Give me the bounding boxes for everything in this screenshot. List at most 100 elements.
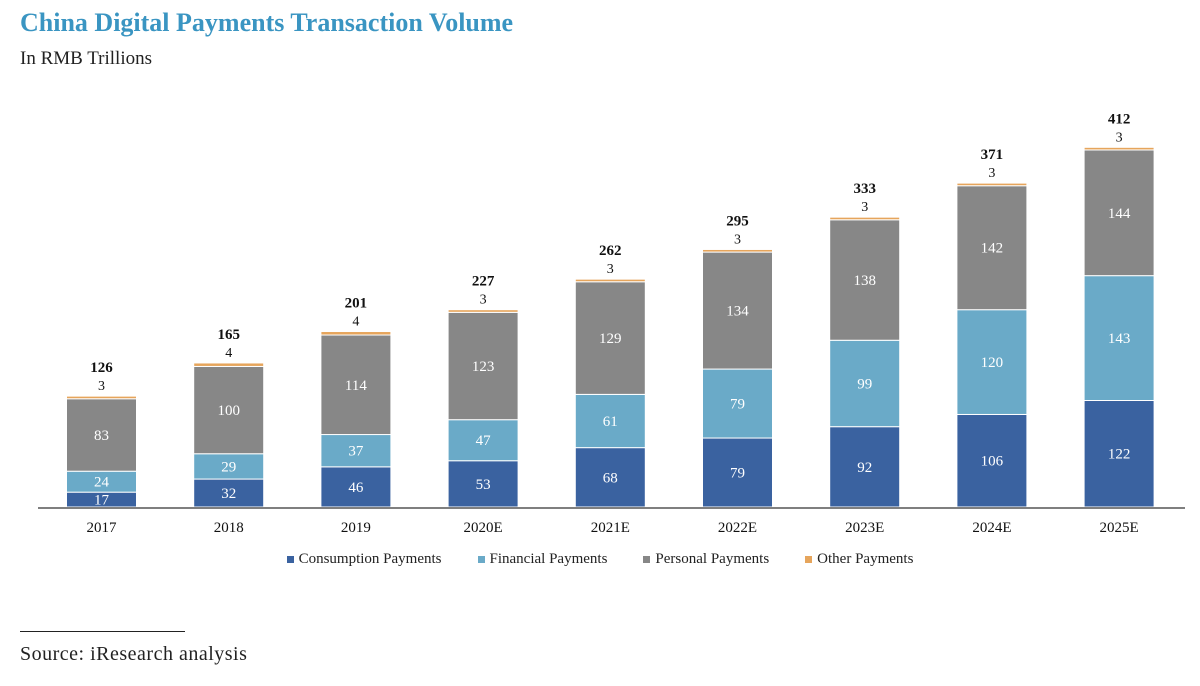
legend-item-other-payments: Other Payments: [805, 551, 913, 568]
data-label-financial-payments-2022E: 79: [730, 397, 745, 413]
data-label-consumption-payments-2024E: 106: [981, 454, 1004, 470]
data-label-other-payments-2024E: 3: [988, 166, 995, 181]
bar-financial-payments-2023E: [829, 339, 901, 428]
legend-item-consumption-payments: Consumption Payments: [286, 551, 442, 568]
total-label-2023E: 333: [853, 181, 876, 197]
chart-title: China Digital Payments Transaction Volum…: [20, 8, 514, 37]
legend-swatch-consumption-payments: [286, 556, 294, 563]
data-label-financial-payments-2018: 29: [221, 459, 236, 475]
total-label-2021E: 262: [599, 243, 622, 259]
bar-personal-payments-2023E: [829, 219, 901, 341]
bar-personal-payments-2022E: [702, 251, 773, 370]
legend-swatch-financial-payments: [477, 556, 485, 563]
bar-other-payments-2019: [320, 331, 392, 336]
data-label-financial-payments-2020E: 47: [476, 433, 492, 449]
bar-financial-payments-2024E: [956, 309, 1028, 415]
x-axis-ticks: 2017 2018 2019 2020E 2021E 2022E 2023E 2024E 202…: [87, 520, 1139, 536]
data-label-other-payments-2022E: 3: [734, 232, 741, 247]
bar-personal-payments-2017: [66, 398, 137, 472]
legend-item-financial-payments: Financial Payments: [477, 551, 608, 568]
data-label-other-payments-2023E: 3: [861, 200, 868, 215]
bar-personal-payments-2019: [320, 334, 392, 436]
data-label-personal-payments-2025E: 144: [1108, 206, 1131, 222]
data-label-other-payments-2021E: 3: [607, 262, 614, 277]
bar-other-payments-2024E: [956, 182, 1028, 187]
source-divider: [20, 631, 185, 632]
chart-subtitle: In RMB Trillions: [20, 48, 152, 69]
bar-consumption-payments-2021E: [574, 447, 646, 508]
data-label-consumption-payments-2019: 46: [348, 480, 364, 496]
legend-label-personal-payments: Personal Payments: [655, 551, 770, 567]
data-label-other-payments-2018: 4: [225, 346, 232, 361]
x-tick-label-2017: 2017: [87, 520, 118, 536]
bar-financial-payments-2020E: [447, 419, 519, 462]
bar-financial-payments-2025E: [1083, 275, 1155, 401]
data-label-financial-payments-2021E: 61: [603, 414, 618, 430]
x-tick-label-2023E: 2023E: [845, 520, 884, 536]
bar-consumption-payments-2022E: [702, 437, 773, 508]
bar-consumption-payments-2019: [320, 466, 392, 508]
bar-consumption-payments-2023E: [829, 426, 901, 508]
total-label-2022E: 295: [726, 213, 749, 229]
bar-personal-payments-2024E: [956, 185, 1028, 311]
legend-item-personal-payments: Personal Payments: [643, 551, 769, 568]
bar-other-payments-2022E: [702, 248, 773, 253]
legend-swatch-personal-payments: [643, 556, 651, 563]
bars-group: 1724833126322910041654637114420153471233…: [66, 111, 1155, 509]
bar-consumption-payments-2018: [193, 478, 265, 508]
data-label-financial-payments-2017: 24: [94, 475, 110, 491]
bar-other-payments-2017: [66, 395, 137, 400]
data-label-consumption-payments-2020E: 53: [476, 477, 491, 493]
data-label-financial-payments-2025E: 143: [1108, 331, 1131, 347]
x-tick-label-2019: 2019: [341, 520, 371, 536]
data-label-personal-payments-2019: 114: [345, 378, 367, 394]
data-label-consumption-payments-2022E: 79: [730, 466, 745, 482]
bar-financial-payments-2021E: [574, 393, 646, 449]
data-label-financial-payments-2019: 37: [348, 444, 364, 460]
bar-personal-payments-2025E: [1083, 149, 1155, 277]
data-label-other-payments-2025E: 3: [1116, 130, 1123, 145]
x-tick-label-2018: 2018: [214, 520, 244, 536]
data-label-consumption-payments-2023E: 92: [857, 460, 872, 476]
data-label-consumption-payments-2021E: 68: [603, 470, 618, 486]
bar-financial-payments-2019: [320, 434, 392, 468]
bar-financial-payments-2022E: [702, 368, 773, 439]
x-tick-label-2021E: 2021E: [591, 520, 630, 536]
x-tick-label-2024E: 2024E: [972, 520, 1011, 536]
legend: Consumption Payments Financial Payments Pe…: [0, 551, 1200, 568]
stacked-bar-chart: 1724833126322910041654637114420153471233…: [38, 111, 1185, 536]
bar-personal-payments-2021E: [574, 281, 646, 395]
bar-other-payments-2020E: [447, 309, 519, 313]
legend-label-other-payments: Other Payments: [817, 551, 914, 567]
source-note: Source: iResearch analysis: [20, 643, 248, 665]
x-tick-label-2025E: 2025E: [1100, 520, 1139, 536]
data-label-personal-payments-2023E: 138: [853, 273, 876, 289]
data-label-personal-payments-2022E: 134: [726, 304, 749, 320]
legend-swatch-other-payments: [805, 556, 813, 563]
data-label-other-payments-2017: 3: [98, 379, 105, 394]
data-label-personal-payments-2021E: 129: [599, 331, 622, 347]
x-tick-label-2020E: 2020E: [464, 520, 503, 536]
legend-label-financial-payments: Financial Payments: [489, 551, 608, 567]
total-label-2019: 201: [345, 296, 368, 312]
total-label-2025E: 412: [1108, 111, 1131, 127]
data-label-financial-payments-2024E: 120: [981, 355, 1004, 371]
data-label-personal-payments-2017: 83: [94, 428, 109, 444]
data-label-consumption-payments-2018: 32: [221, 486, 236, 502]
total-label-2024E: 371: [981, 147, 1004, 163]
bar-consumption-payments-2024E: [956, 413, 1028, 508]
data-label-consumption-payments-2017: 17: [94, 493, 110, 509]
data-label-other-payments-2020E: 3: [480, 293, 487, 308]
data-label-personal-payments-2024E: 142: [981, 241, 1004, 257]
bar-personal-payments-2018: [193, 365, 265, 455]
data-label-consumption-payments-2025E: 122: [1108, 447, 1131, 463]
data-label-personal-payments-2018: 100: [217, 403, 240, 419]
legend-label-consumption-payments: Consumption Payments: [298, 551, 442, 567]
bar-other-payments-2021E: [574, 278, 646, 283]
total-label-2020E: 227: [472, 274, 495, 290]
x-tick-label-2022E: 2022E: [718, 520, 757, 536]
bar-other-payments-2023E: [829, 216, 901, 221]
data-label-other-payments-2019: 4: [352, 315, 359, 330]
bar-other-payments-2025E: [1083, 146, 1155, 151]
bar-other-payments-2018: [193, 362, 265, 367]
